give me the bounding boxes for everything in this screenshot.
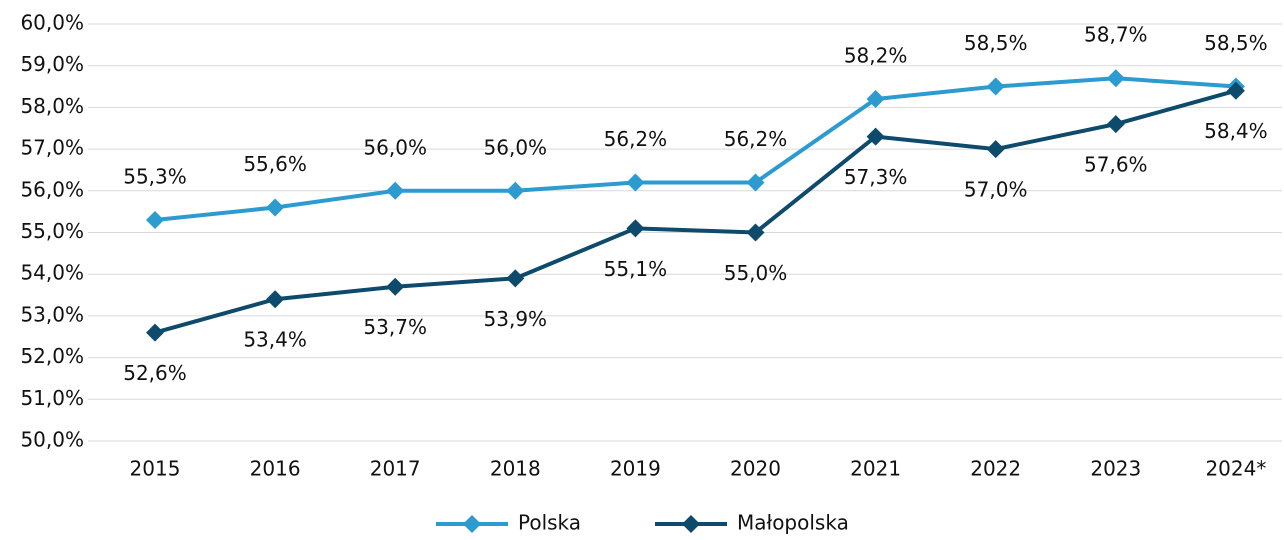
- data-label: 57,6%: [1084, 153, 1148, 177]
- data-label: 58,4%: [1204, 119, 1268, 143]
- x-tick-label: 2021: [850, 457, 901, 481]
- y-tick-label: 50,0%: [20, 428, 84, 452]
- marker: [266, 290, 285, 309]
- x-tick-label: 2020: [730, 457, 781, 481]
- marker: [1226, 81, 1245, 100]
- y-tick-label: 51,0%: [20, 386, 84, 410]
- marker: [746, 223, 765, 242]
- data-label: 58,5%: [1204, 31, 1268, 55]
- data-label: 55,0%: [724, 261, 788, 285]
- y-tick-label: 58,0%: [20, 94, 84, 118]
- data-label: 57,0%: [964, 178, 1028, 202]
- y-tick-label: 54,0%: [20, 261, 84, 285]
- y-tick-label: 55,0%: [20, 219, 84, 243]
- marker: [1106, 115, 1125, 134]
- marker: [266, 198, 285, 217]
- data-label: 55,3%: [123, 164, 187, 188]
- marker: [986, 140, 1005, 159]
- series-line: [154, 76, 1237, 222]
- series-line: [154, 88, 1237, 335]
- legend-label: Polska: [518, 511, 581, 535]
- y-tick-label: 53,0%: [20, 302, 84, 326]
- data-label: 53,7%: [363, 315, 427, 339]
- y-tick-label: 52,0%: [20, 344, 84, 368]
- marker: [866, 127, 885, 146]
- x-tick-label: 2016: [250, 457, 301, 481]
- x-tick-label: 2023: [1090, 457, 1141, 481]
- data-label: 57,3%: [844, 165, 908, 189]
- y-tick-label: 59,0%: [20, 52, 84, 76]
- data-label: 55,1%: [604, 257, 668, 281]
- x-tick-label: 2018: [490, 457, 541, 481]
- data-label: 56,0%: [363, 135, 427, 159]
- legend-label: Małopolska: [737, 511, 849, 535]
- x-tick-label: 2015: [130, 457, 181, 481]
- marker: [986, 77, 1005, 96]
- data-label: 56,2%: [604, 127, 668, 151]
- legend-marker: [682, 515, 700, 533]
- data-label: 55,6%: [243, 152, 307, 176]
- y-tick-label: 60,0%: [20, 11, 84, 35]
- marker: [626, 219, 645, 238]
- marker: [746, 173, 765, 192]
- marker: [866, 90, 885, 109]
- x-tick-label: 2024*: [1205, 457, 1266, 481]
- marker: [506, 269, 525, 288]
- marker: [146, 323, 164, 342]
- y-tick-label: 57,0%: [20, 136, 84, 160]
- data-label: 58,5%: [964, 31, 1028, 55]
- marker: [506, 181, 525, 200]
- data-label: 58,2%: [844, 44, 908, 68]
- marker: [626, 173, 645, 192]
- data-label: 53,4%: [243, 328, 307, 352]
- x-tick-label: 2019: [610, 457, 661, 481]
- legend-marker: [463, 515, 481, 533]
- marker: [386, 277, 405, 296]
- data-label: 56,0%: [484, 135, 548, 159]
- marker: [386, 181, 405, 200]
- data-label: 53,9%: [484, 307, 548, 331]
- data-label: 58,7%: [1084, 23, 1148, 47]
- y-tick-label: 56,0%: [20, 177, 84, 201]
- x-tick-label: 2022: [970, 457, 1021, 481]
- data-label: 56,2%: [724, 127, 788, 151]
- marker: [1106, 69, 1125, 88]
- data-label: 52,6%: [123, 361, 187, 385]
- marker: [146, 210, 164, 229]
- x-tick-label: 2017: [370, 457, 421, 481]
